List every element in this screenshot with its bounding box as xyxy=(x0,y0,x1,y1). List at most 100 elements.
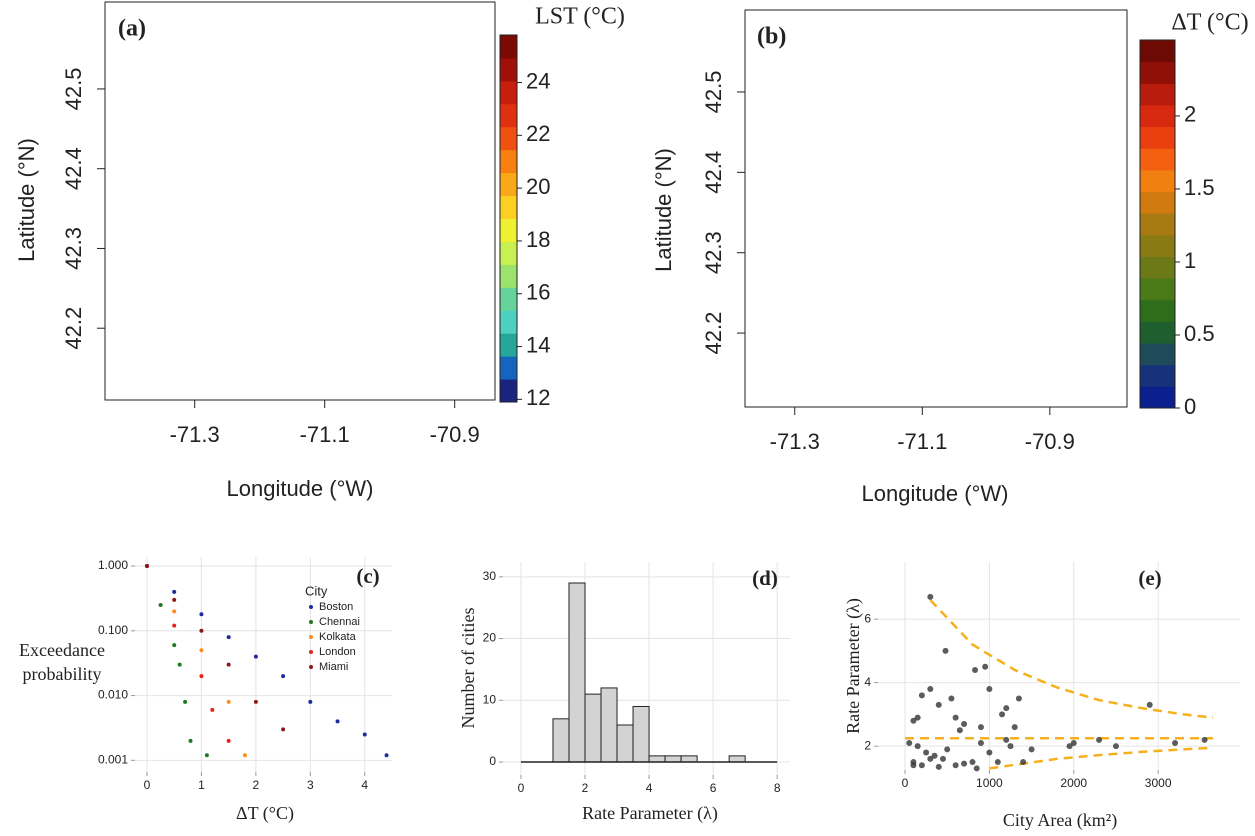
histogram-bar xyxy=(680,755,698,763)
y-tick-label: 42.4 xyxy=(61,147,86,190)
point xyxy=(973,765,980,772)
x-axis-label: Rate Parameter (λ) xyxy=(582,803,718,824)
x-tick-label: 0 xyxy=(144,778,151,792)
point xyxy=(199,628,204,633)
legend-label: Miami xyxy=(319,661,348,673)
point xyxy=(935,701,942,708)
point xyxy=(1007,743,1014,750)
colorbar-band xyxy=(1140,278,1175,301)
x-tick-label: -70.9 xyxy=(430,422,480,447)
colorbar-band xyxy=(500,310,517,334)
point xyxy=(1096,736,1103,743)
panel-label: (d) xyxy=(752,566,778,590)
point xyxy=(281,674,286,679)
point xyxy=(172,597,177,602)
legend-swatch xyxy=(309,620,313,624)
colorbar-band xyxy=(500,80,517,105)
x-axis-label: ΔT (°C) xyxy=(236,803,294,824)
point xyxy=(918,692,925,699)
point xyxy=(172,589,177,594)
point xyxy=(961,760,968,767)
colorbar-band xyxy=(500,264,517,288)
colorbar-tick-label: 0.5 xyxy=(1184,321,1215,346)
point xyxy=(1066,743,1073,750)
point xyxy=(972,666,979,673)
x-axis-label: Longitude (°W) xyxy=(227,476,374,501)
dashed-curve xyxy=(929,599,1214,719)
point xyxy=(961,720,968,727)
x-axis-label: City Area (km²) xyxy=(1003,810,1117,831)
point xyxy=(923,749,930,756)
colorbar-band xyxy=(500,379,517,403)
x-tick-label: 8 xyxy=(774,781,781,795)
point xyxy=(927,755,934,762)
point xyxy=(362,732,367,737)
colorbar-band xyxy=(500,149,517,174)
point xyxy=(210,707,215,712)
x-tick-label: -71.3 xyxy=(170,422,220,447)
point xyxy=(172,643,177,648)
colorbar-title: LST (°C) xyxy=(535,4,625,30)
x-tick-label: 2 xyxy=(253,778,260,792)
x-tick-label: 4 xyxy=(646,781,653,795)
histogram-bar xyxy=(728,755,746,763)
point xyxy=(927,593,934,600)
point xyxy=(253,699,258,704)
legend-title: City xyxy=(305,583,328,598)
colorbar-band xyxy=(1140,299,1175,322)
x-tick-label: -70.9 xyxy=(1025,429,1075,454)
x-tick-label: 3 xyxy=(307,778,314,792)
point xyxy=(199,674,204,679)
colorbar-tick-label: 2 xyxy=(1184,102,1196,127)
point xyxy=(986,686,993,693)
point xyxy=(226,635,231,640)
point xyxy=(1003,736,1010,743)
panel-label: (a) xyxy=(118,16,146,42)
colorbar-tick-label: 0 xyxy=(1184,394,1196,419)
colorbar-tick-label: 16 xyxy=(526,280,550,305)
colorbar-band xyxy=(500,333,517,357)
colorbar-band xyxy=(1140,61,1175,84)
point xyxy=(226,738,231,743)
y-tick-label: 4 xyxy=(864,675,871,689)
point xyxy=(914,714,921,721)
point xyxy=(144,564,149,569)
histogram-bar xyxy=(552,718,570,763)
colorbar-tick-label: 12 xyxy=(526,385,550,410)
histogram-bar xyxy=(648,755,666,763)
colorbar-band xyxy=(500,126,517,151)
colorbar-band xyxy=(1140,83,1175,106)
y-tick-label: 10 xyxy=(483,692,497,706)
point xyxy=(977,740,984,747)
colorbar-band xyxy=(500,287,517,311)
point xyxy=(1201,736,1208,743)
colorbar-tick-label: 24 xyxy=(526,68,550,93)
point xyxy=(931,752,938,759)
y-tick-label: 0.001 xyxy=(98,752,128,766)
colorbar-frame xyxy=(499,34,518,403)
point xyxy=(944,746,951,753)
x-tick-label: -71.3 xyxy=(770,429,820,454)
y-tick-label: 20 xyxy=(483,631,497,645)
y-axis-label: Rate Parameter (λ) xyxy=(843,598,864,734)
point xyxy=(952,762,959,769)
point xyxy=(1015,695,1022,702)
histogram-bar xyxy=(664,755,682,763)
legend-label: Kolkata xyxy=(319,631,357,643)
histogram-bar xyxy=(568,582,586,763)
point xyxy=(982,663,989,670)
colorbar-band xyxy=(1140,40,1175,63)
point xyxy=(242,753,247,758)
point xyxy=(994,759,1001,766)
colorbar-tick-label: 22 xyxy=(526,121,550,146)
legend-swatch xyxy=(309,635,313,639)
colorbar-band xyxy=(1140,104,1175,128)
point xyxy=(1028,746,1035,753)
x-tick-label: -71.1 xyxy=(300,422,350,447)
y-tick-label: 6 xyxy=(864,611,871,625)
y-tick-label: 42.3 xyxy=(701,231,726,274)
colorbar-tick-label: 1.5 xyxy=(1184,175,1215,200)
legend-label: Boston xyxy=(319,601,353,613)
colorbar-band xyxy=(1140,234,1175,257)
point xyxy=(204,753,209,758)
